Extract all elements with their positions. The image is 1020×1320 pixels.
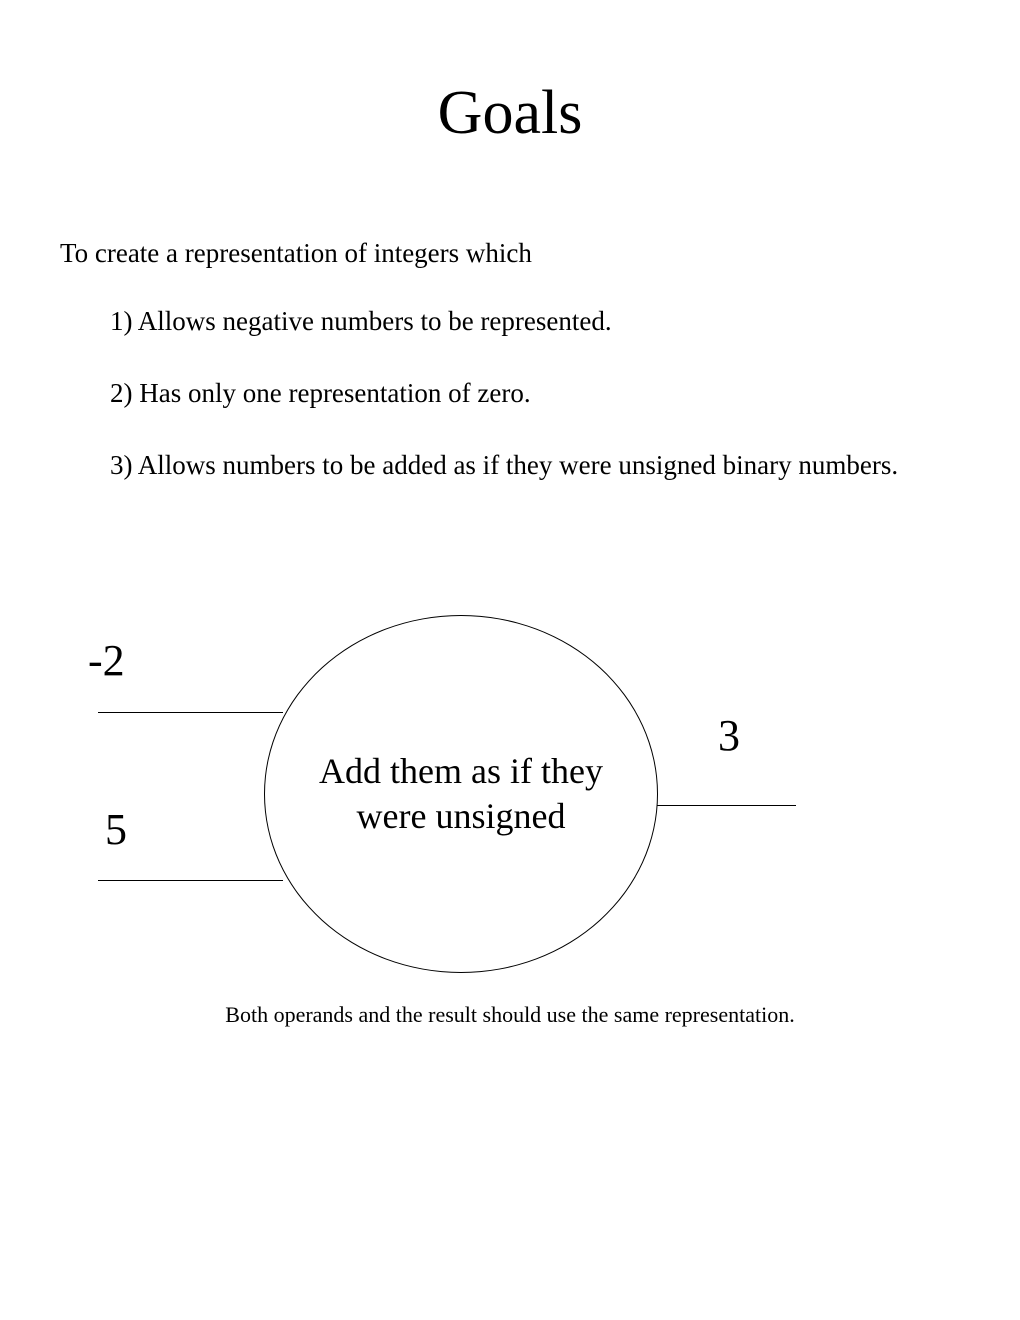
- input-line-bottom: [98, 880, 283, 881]
- goal-item-2: 2) Has only one representation of zero.: [110, 377, 910, 411]
- operand-output: 3: [718, 710, 740, 761]
- output-line: [645, 805, 796, 806]
- goal-item-1: 1) Allows negative numbers to be represe…: [110, 305, 910, 339]
- goals-list: 1) Allows negative numbers to be represe…: [110, 305, 910, 520]
- diagram-caption: Both operands and the result should use …: [0, 1002, 1020, 1028]
- input-line-top: [98, 712, 283, 713]
- operand-bottom: 5: [105, 804, 127, 855]
- goal-item-3: 3) Allows numbers to be added as if they…: [110, 449, 910, 483]
- intro-text: To create a representation of integers w…: [60, 238, 532, 269]
- adder-circle: Add them as if they were unsigned: [264, 615, 658, 973]
- adder-diagram: -2 5 3 Add them as if they were unsigned: [0, 600, 1020, 1050]
- page-title: Goals: [0, 0, 1020, 149]
- circle-label: Add them as if they were unsigned: [303, 749, 619, 839]
- operand-top: -2: [88, 635, 125, 686]
